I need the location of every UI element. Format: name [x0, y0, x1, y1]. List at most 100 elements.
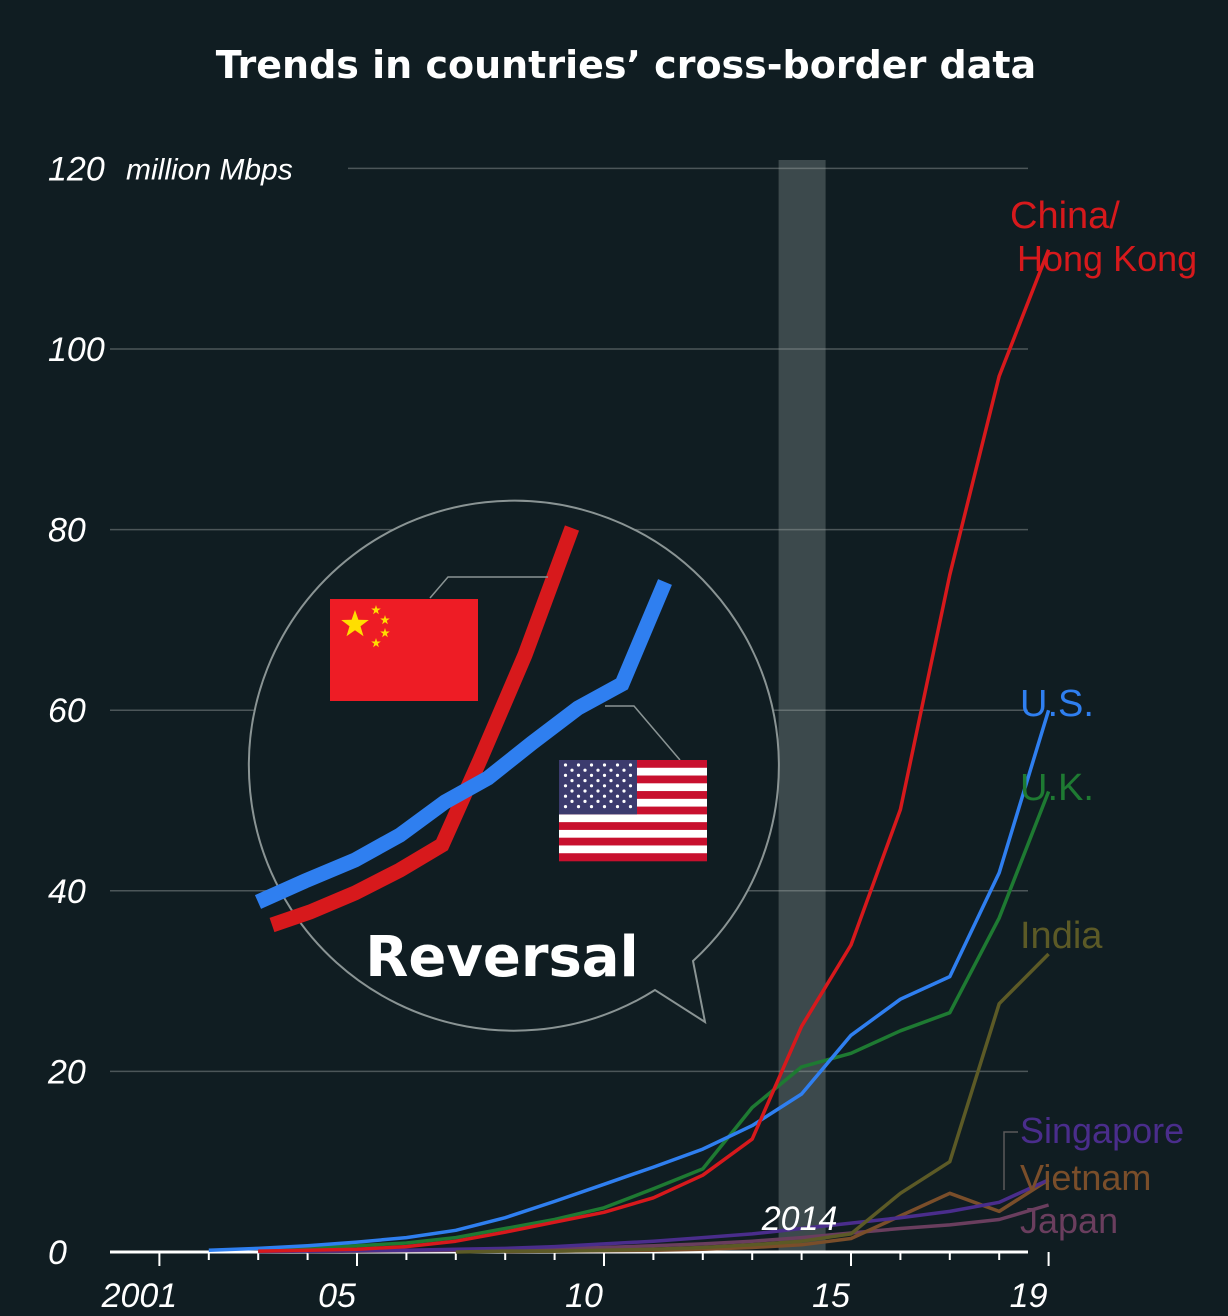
- us-flag-stripe: [559, 845, 707, 854]
- label-hong-kong: Hong Kong: [1017, 238, 1197, 279]
- y-axis: 0 20 40 60 80 100 120: [47, 150, 105, 1272]
- china-flag-leader: [429, 576, 548, 599]
- us-flag-star: [576, 805, 581, 809]
- us-flag-star: [576, 794, 581, 798]
- highlight-year-label: 2014: [761, 1200, 838, 1238]
- x-tick-label-15: 15: [812, 1277, 850, 1315]
- us-flag-star: [570, 779, 574, 783]
- us-flag-star: [628, 763, 633, 767]
- us-flag-canton: [559, 760, 637, 815]
- us-flag-star: [596, 799, 600, 804]
- us-flag-icon: [559, 760, 707, 862]
- y-tick-label-0: 0: [48, 1234, 67, 1272]
- us-flag-star: [589, 784, 594, 788]
- series-line-u-s: [208, 709, 1051, 1252]
- us-flag-star: [583, 789, 587, 793]
- us-flag-star: [589, 794, 594, 798]
- us-flag-stripe: [559, 814, 707, 823]
- us-flag-star: [563, 784, 568, 788]
- us-flag-star: [583, 768, 587, 772]
- us-flag-leader: [605, 705, 681, 761]
- us-flag-star: [583, 779, 587, 783]
- us-flag-star: [615, 794, 620, 798]
- highlight-band-2014: [778, 160, 826, 1252]
- us-flag-star: [563, 794, 568, 798]
- us-flag-star: [615, 763, 620, 767]
- y-tick-label-60: 60: [48, 692, 86, 730]
- us-flag-star: [609, 779, 613, 783]
- reversal-label: Reversal: [365, 925, 639, 990]
- us-flag-star: [628, 784, 633, 788]
- y-tick-label-20: 20: [47, 1053, 86, 1091]
- y-tick-label-80: 80: [48, 512, 86, 550]
- us-flag-star: [622, 789, 626, 793]
- x-tick-label-10: 10: [565, 1277, 603, 1315]
- us-flag-stripe: [559, 837, 707, 846]
- series-line-china-hong-kong: [258, 249, 1051, 1253]
- us-flag-star: [570, 789, 574, 793]
- label-india: India: [1020, 915, 1103, 957]
- x-tick-label-19: 19: [1010, 1277, 1048, 1315]
- us-flag-star: [583, 799, 587, 804]
- us-flag-star: [602, 805, 607, 809]
- us-flag-star: [570, 799, 574, 804]
- us-flag-star: [615, 784, 620, 788]
- x-axis: 2001 05 10 15 19: [101, 1250, 1050, 1315]
- x-tick-label-2001: 2001: [101, 1277, 178, 1315]
- us-flag-star: [596, 789, 600, 793]
- us-flag-stripe: [559, 853, 707, 862]
- us-flag-star: [570, 768, 574, 772]
- us-flag-star: [609, 799, 613, 804]
- us-flag-stripe: [559, 829, 707, 838]
- y-tick-label-40: 40: [48, 873, 86, 911]
- series-line-u-k: [258, 790, 1051, 1252]
- us-flag-star: [602, 773, 607, 778]
- us-flag-star: [609, 789, 613, 793]
- us-flag-stripe: [559, 822, 707, 831]
- us-flag-star: [563, 763, 568, 767]
- small-labels-bracket: [1003, 1131, 1018, 1190]
- us-flag-star: [589, 773, 594, 778]
- reversal-callout: Reversal: [247, 499, 780, 1032]
- us-flag-star: [563, 773, 568, 778]
- series-line-singapore: [258, 1178, 1050, 1254]
- us-flag-star: [622, 768, 626, 772]
- china-flag-icon: [330, 599, 478, 701]
- us-flag-star: [628, 773, 633, 778]
- us-flag-star: [615, 773, 620, 778]
- us-flag-star: [615, 805, 620, 809]
- label-china: China/: [1010, 195, 1120, 237]
- y-axis-unit-label: million Mbps: [126, 153, 293, 186]
- x-tick-label-05: 05: [318, 1277, 356, 1315]
- us-flag-star: [589, 763, 594, 767]
- label-singapore: Singapore: [1020, 1110, 1184, 1151]
- us-flag-star: [628, 805, 633, 809]
- us-flag-star: [609, 768, 613, 772]
- us-flag-star: [596, 779, 600, 783]
- us-flag-star: [576, 784, 581, 788]
- us-flag-star: [622, 779, 626, 783]
- us-flag-star: [576, 773, 581, 778]
- us-flag-star: [628, 794, 633, 798]
- label-uk: U.K.: [1020, 767, 1094, 809]
- us-flag-star: [563, 805, 568, 809]
- chart-title: Trends in countries’ cross-border data: [216, 43, 1036, 87]
- callout-us-line: [254, 579, 672, 909]
- us-flag-star: [596, 768, 600, 772]
- callout-china-line: [269, 525, 580, 933]
- series-lines: [208, 249, 1051, 1254]
- series-labels: China/Hong Kong U.S. U.K. India Singapore Vie…: [1003, 195, 1197, 1241]
- us-flag-star: [602, 784, 607, 788]
- y-tick-label-100: 100: [48, 331, 105, 369]
- label-japan: Japan: [1020, 1200, 1118, 1241]
- us-flag-star: [602, 794, 607, 798]
- us-flag-star: [576, 763, 581, 767]
- us-flag-star: [589, 805, 594, 809]
- series-line-india: [455, 952, 1050, 1254]
- label-us: U.S.: [1020, 683, 1094, 725]
- us-flag-star: [602, 763, 607, 767]
- us-flag-star: [622, 799, 626, 804]
- y-tick-label-120: 120: [48, 150, 105, 188]
- label-vietnam: Vietnam: [1020, 1157, 1151, 1198]
